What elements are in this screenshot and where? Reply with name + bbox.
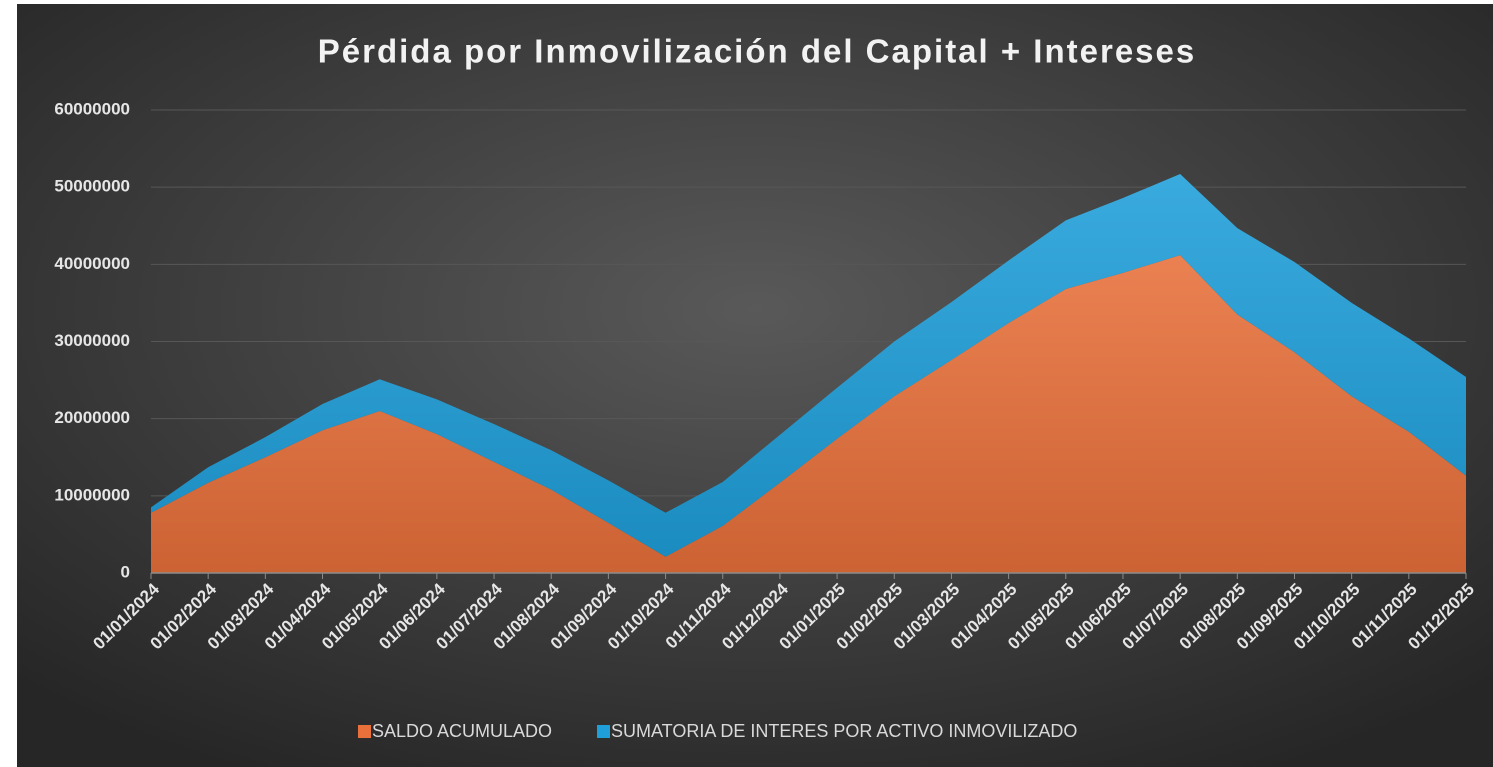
legend-swatch xyxy=(358,725,371,738)
legend-label: SALDO ACUMULADO xyxy=(372,721,552,741)
legend-label: SUMATORIA DE INTERES POR ACTIVO INMOVILI… xyxy=(611,721,1077,741)
y-tick-label: 20000000 xyxy=(54,408,130,427)
area-shade xyxy=(151,255,1466,573)
y-tick-label: 40000000 xyxy=(54,254,130,273)
y-tick-label: 0 xyxy=(121,562,130,581)
y-tick-label: 60000000 xyxy=(54,99,130,118)
y-tick-label: 50000000 xyxy=(54,177,130,196)
y-tick-label: 10000000 xyxy=(54,485,130,504)
y-tick-label: 30000000 xyxy=(54,331,130,350)
chart-title: Pérdida por Inmovilización del Capital +… xyxy=(318,33,1196,70)
legend-swatch xyxy=(597,725,610,738)
